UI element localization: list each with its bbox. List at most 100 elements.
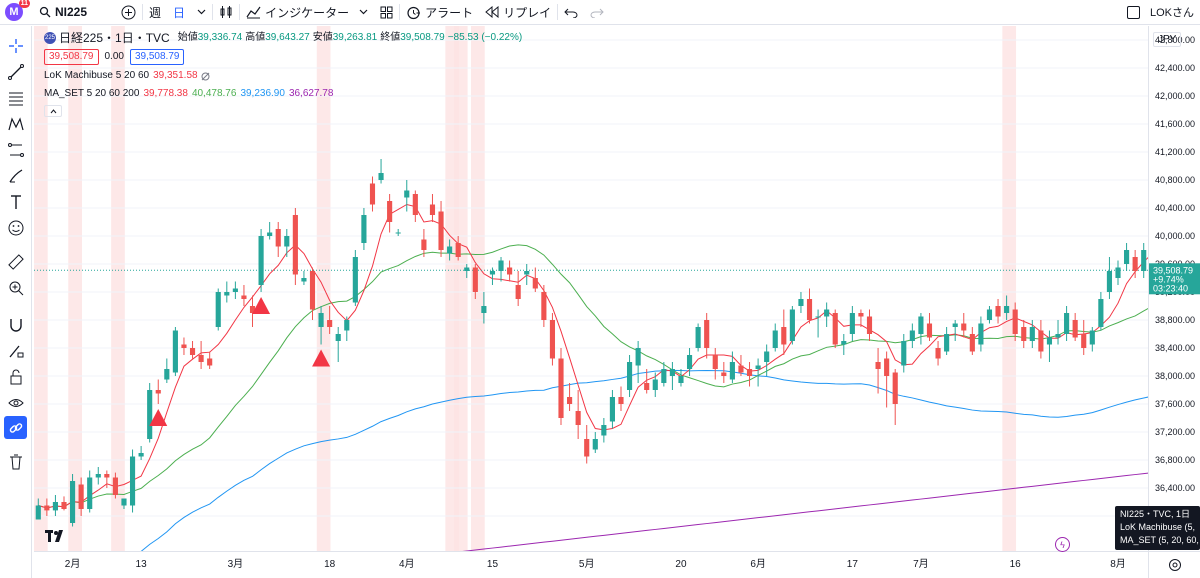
candle-body	[327, 320, 333, 327]
checkbox-icon	[1126, 5, 1140, 19]
collapse-legend-button[interactable]	[44, 105, 62, 117]
candle-body	[292, 215, 298, 275]
candle	[344, 316, 350, 341]
price-tick-label: 37,200.00	[1155, 427, 1195, 437]
text-tool[interactable]	[4, 190, 27, 213]
symbol-legend-row[interactable]: 225 日経225・1日・TVC 始値 39,336.74 高値 39,643.27…	[44, 31, 522, 45]
price-axis[interactable]: 36,000.0036,400.0036,800.0037,200.0037,6…	[1148, 26, 1200, 551]
time-axis[interactable]: 2月 13 3月 18 4月 15 5月 20 6月 17 7月 16 8月	[34, 551, 1148, 578]
candle	[241, 285, 247, 306]
replay-button[interactable]: リプレイ	[479, 0, 557, 25]
sell-price-box[interactable]: 39,508.79	[44, 49, 99, 65]
layouts-button[interactable]	[374, 0, 399, 25]
candle-body	[1072, 320, 1078, 338]
smiley-icon	[8, 220, 23, 235]
forecast-tool[interactable]	[4, 138, 27, 161]
interval-dropdown[interactable]	[191, 0, 212, 25]
candle	[224, 281, 230, 303]
candle-body	[369, 183, 376, 205]
candle-body	[44, 505, 50, 511]
candle-body	[961, 323, 967, 331]
price-tick-label: 36,800.00	[1155, 455, 1195, 465]
price-tick-label: 42,000.00	[1155, 91, 1195, 101]
indicators-button[interactable]: インジケーター	[240, 0, 374, 25]
layout-checkbox[interactable]: LOKさん	[1121, 0, 1200, 25]
remove-tool[interactable]	[4, 450, 27, 473]
candle-body	[584, 439, 590, 457]
trendline-tool[interactable]	[4, 60, 27, 83]
candle-body	[241, 295, 247, 299]
candle-body	[532, 278, 538, 289]
pattern-tool[interactable]	[4, 112, 27, 135]
interval-day[interactable]: 日	[167, 0, 191, 25]
interval-week[interactable]: 週	[143, 0, 167, 25]
indicator-row-ma-set[interactable]: MA_SET 5 20 60 200 39,778.38 40,478.76 3…	[44, 87, 522, 101]
time-tick-label: 5月	[579, 558, 595, 570]
brush-tool[interactable]	[4, 164, 27, 187]
candle-body	[986, 309, 993, 320]
divider	[399, 4, 401, 20]
ma20-line	[38, 244, 1200, 509]
hover-tooltip: NI225・TVC, 1日 LoK Machibuse (5, MA_SET (…	[1115, 506, 1200, 550]
candle-body	[601, 425, 607, 436]
candle-body	[198, 355, 204, 362]
currency-selector[interactable]: JPY	[1153, 32, 1182, 47]
time-tick-label: 3月	[228, 558, 244, 570]
sync-tool[interactable]	[4, 416, 27, 439]
zoom-tool[interactable]	[4, 276, 27, 299]
candle-body	[464, 267, 470, 271]
candle	[986, 306, 993, 324]
axis-corner[interactable]	[1148, 551, 1200, 578]
candle	[849, 306, 855, 341]
candle-body	[1012, 309, 1018, 334]
candle-body	[652, 379, 658, 390]
highlight-band	[111, 26, 125, 551]
candle	[189, 341, 196, 359]
candle-body	[344, 320, 350, 331]
emoji-tool[interactable]	[4, 216, 27, 239]
undo-button[interactable]	[558, 0, 584, 25]
candle-body	[909, 330, 915, 341]
candle-body	[712, 355, 718, 369]
lock-tool[interactable]	[4, 365, 27, 388]
buy-price-box[interactable]: 39,508.79	[129, 49, 185, 65]
pattern-icon	[7, 116, 24, 130]
hidden-eye-icon[interactable]	[201, 72, 210, 81]
candle	[327, 306, 333, 334]
symbol-search-button[interactable]: NI225	[33, 0, 93, 25]
zoom-in-icon	[9, 281, 23, 295]
candle	[901, 334, 907, 373]
magnet-tool[interactable]	[4, 313, 27, 336]
hide-tool[interactable]	[4, 391, 27, 414]
fib-tool[interactable]	[4, 86, 27, 109]
chart-pane[interactable]	[34, 26, 1200, 578]
profile-logo[interactable]: M 11	[5, 0, 30, 21]
candle	[558, 348, 564, 425]
chart-type-button[interactable]	[213, 0, 239, 25]
tradingview-logo[interactable]	[45, 529, 67, 546]
crosshair-tool[interactable]	[4, 34, 27, 57]
chart-canvas[interactable]	[34, 26, 1200, 578]
lightning-icon[interactable]: ϟ	[1055, 537, 1070, 552]
stay-drawing-tool[interactable]	[4, 339, 27, 362]
ma60-line	[38, 369, 1200, 572]
alert-button[interactable]: アラート	[400, 0, 479, 25]
candle	[806, 288, 813, 324]
indicator-row-machibuse[interactable]: LoK Machibuse 5 20 60 39,351.58	[44, 69, 522, 83]
compare-button[interactable]	[115, 0, 142, 25]
candle-body	[609, 397, 615, 422]
open-label: 始値	[177, 32, 198, 43]
measure-tool[interactable]	[4, 250, 27, 273]
symbol-title: 日経225・1日・TVC	[59, 31, 170, 45]
candle	[87, 470, 93, 513]
candle	[147, 383, 153, 443]
candle-body	[412, 194, 418, 215]
candle	[1141, 243, 1147, 278]
price-tick-label: 42,400.00	[1155, 63, 1195, 73]
candle-body	[815, 316, 821, 318]
candle-body	[275, 229, 281, 247]
candle	[232, 281, 238, 299]
candle-body	[592, 439, 598, 450]
redo-button[interactable]	[584, 0, 610, 25]
candle-body	[507, 267, 513, 275]
